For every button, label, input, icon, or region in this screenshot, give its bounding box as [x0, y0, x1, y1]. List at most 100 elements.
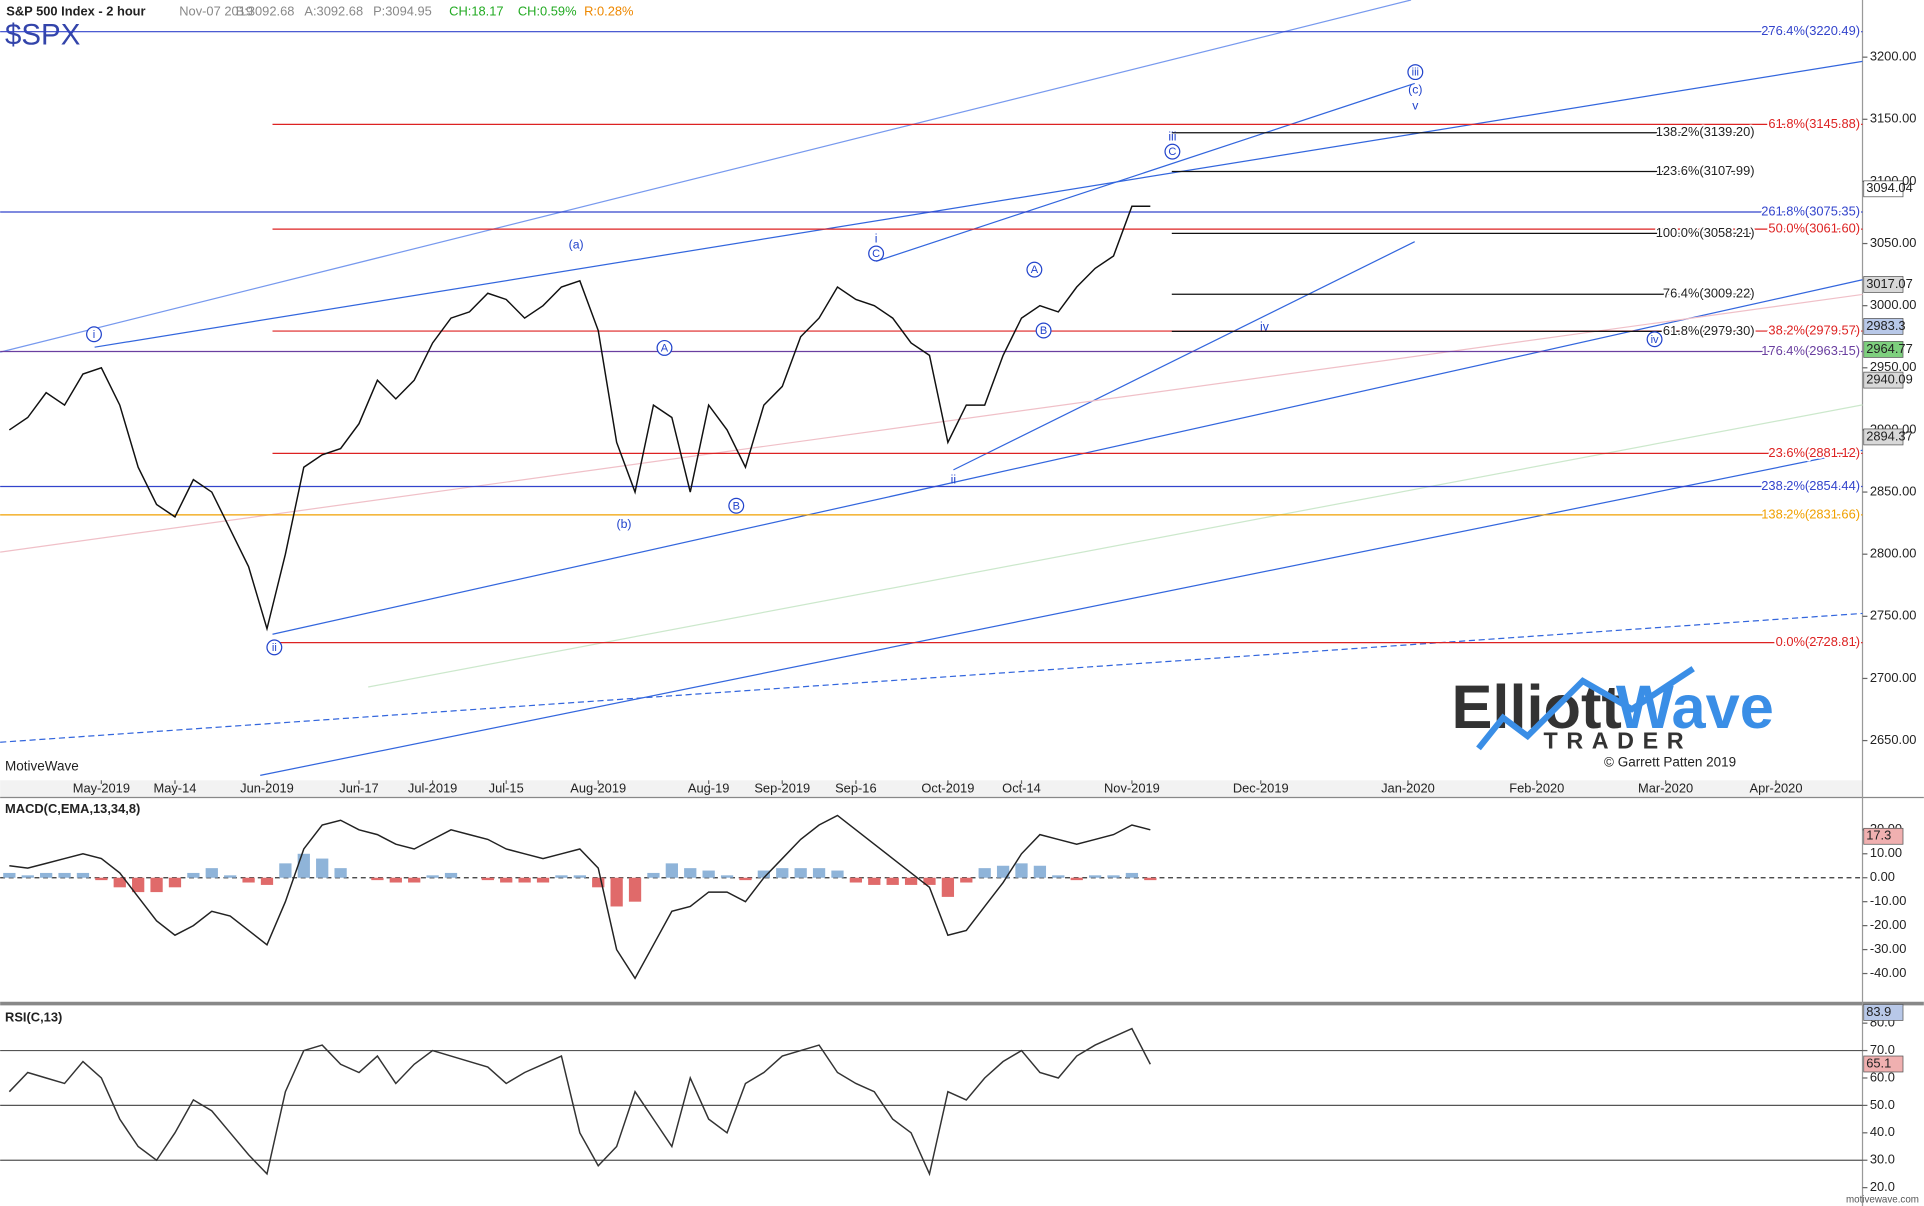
trend-lines [0, 0, 1863, 776]
logo-word: Wave [1616, 672, 1774, 741]
fib-label: 100.0%(3058.21) [1656, 225, 1755, 240]
histogram-bar [1070, 877, 1083, 881]
fib-label: 261.8%(3075.35) [1761, 203, 1860, 218]
y-tick-label: 2950.00 [1870, 359, 1917, 374]
histogram-bar [610, 877, 623, 907]
histogram-bar [76, 872, 90, 878]
panel-title: RSI(C,13) [5, 1010, 62, 1025]
change-pct: CH:0.59% [518, 4, 577, 19]
histogram-bar [58, 872, 71, 878]
histogram-bar [444, 872, 458, 878]
change: CH:18.17 [449, 4, 503, 19]
y-tick-label: 3050.00 [1870, 235, 1917, 250]
price-tag [1863, 371, 1904, 389]
wave-circle [1035, 322, 1052, 339]
y-tick-label: 2750.00 [1870, 608, 1917, 623]
histogram-bar [592, 877, 605, 888]
histogram-bar [260, 877, 274, 885]
x-tick-label: Jan-2020 [1381, 780, 1435, 795]
histogram-bar [371, 877, 384, 881]
histogram-bar [941, 877, 955, 897]
histogram-bar [702, 870, 715, 878]
histogram-bar [923, 877, 936, 885]
wave-label: A [661, 342, 669, 354]
x-tick-label: Sep-2019 [754, 780, 810, 795]
price-tag [1863, 1004, 1904, 1021]
wave-circle [1407, 64, 1424, 81]
histogram-bar [1088, 875, 1102, 878]
histogram-bar [1033, 865, 1047, 878]
histogram-bar [1052, 875, 1065, 878]
histogram-bar [720, 875, 734, 878]
channel-line [368, 404, 1863, 688]
histogram-bar [481, 877, 494, 881]
fib-label: 238.2%(2854.44) [1761, 478, 1860, 493]
price-tag-label: 65.1 [1866, 1055, 1891, 1070]
symbol: $SPX [5, 19, 81, 52]
histogram-bar [113, 877, 126, 888]
channel-line [875, 82, 1415, 262]
fib-label: 276.4%(3220.49) [1761, 23, 1860, 38]
y-tick-label: 50.0 [1870, 1097, 1895, 1112]
x-tick-label: Sep-16 [835, 780, 877, 795]
x-tick-label: Aug-2019 [570, 780, 626, 795]
wave-label: i [875, 231, 878, 245]
y-tick-label: 10.00 [1870, 845, 1902, 860]
wave-label: (b) [617, 517, 632, 531]
wave-label: ii [951, 472, 956, 486]
wave-label: iii [1168, 130, 1176, 144]
wave-label: iv [1651, 334, 1659, 346]
x-tick-label: Oct-14 [1002, 780, 1041, 795]
fib-label: 76.4%(3009.22) [1663, 286, 1755, 301]
wave-label: v [1412, 98, 1419, 112]
fib-label: 61.8%(3145.88) [1768, 116, 1860, 131]
histogram-bar [757, 870, 770, 878]
x-tick-label: Jun-17 [339, 780, 378, 795]
wave-circle [1646, 331, 1663, 348]
price-tag [1863, 341, 1904, 358]
wave-circle [656, 339, 673, 356]
y-tick-label: 3150.00 [1870, 111, 1917, 126]
wave-label: C [872, 248, 880, 260]
x-tick-label: Feb-2020 [1509, 780, 1564, 795]
histogram-bar [628, 877, 642, 902]
wave-circle [86, 326, 102, 343]
series-line [9, 814, 1151, 980]
histogram-bar [95, 877, 108, 881]
histogram-bar [242, 877, 255, 883]
histogram-bar [518, 877, 531, 883]
histogram-bar [960, 877, 973, 883]
logo-subtitle: TRADER [1544, 727, 1693, 753]
ask: A:3092.68 [304, 4, 363, 19]
channel-line [0, 0, 1412, 353]
wave-circle [868, 245, 885, 262]
histogram-bar [573, 875, 586, 878]
fib-label: 0.0%(2728.81) [1776, 634, 1860, 649]
histogram-bar [205, 868, 218, 878]
wave-label: B [733, 500, 740, 512]
price-tag-label: 3017.07 [1866, 276, 1913, 291]
histogram-bar [647, 872, 660, 878]
y-tick-label: -30.00 [1870, 941, 1907, 956]
wave-label: iii [1412, 67, 1419, 79]
date: Nov-07 2019 [179, 4, 253, 19]
wave-label: A [1031, 264, 1039, 276]
logo-swoosh [1476, 666, 1695, 751]
x-tick-label: Nov-2019 [1104, 780, 1160, 795]
histogram-bar [794, 868, 807, 878]
histogram-bar [886, 877, 899, 885]
fib-label: 123.6%(3107.99) [1656, 163, 1755, 178]
y-tick-label: 40.0 [1870, 1124, 1895, 1139]
wave-label: iv [1260, 320, 1270, 334]
wave-label: (a) [569, 238, 584, 252]
histogram-bar [1015, 863, 1028, 878]
y-tick-label: 3200.00 [1870, 49, 1917, 64]
series-line [8, 205, 1151, 632]
price-tag-label: 83.9 [1866, 1004, 1891, 1019]
histogram-bar [40, 872, 53, 878]
wave-circle [1026, 261, 1043, 278]
channel-line [0, 612, 1863, 743]
histogram-bar [776, 868, 789, 878]
histogram-bar [684, 868, 697, 878]
histogram-bar [536, 877, 550, 883]
